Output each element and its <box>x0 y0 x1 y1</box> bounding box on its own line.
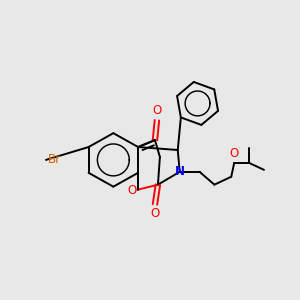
Text: N: N <box>175 165 185 178</box>
Text: Br: Br <box>48 153 61 167</box>
Text: O: O <box>150 208 160 220</box>
Text: O: O <box>127 184 136 197</box>
Text: O: O <box>152 104 162 117</box>
Text: O: O <box>230 147 239 160</box>
